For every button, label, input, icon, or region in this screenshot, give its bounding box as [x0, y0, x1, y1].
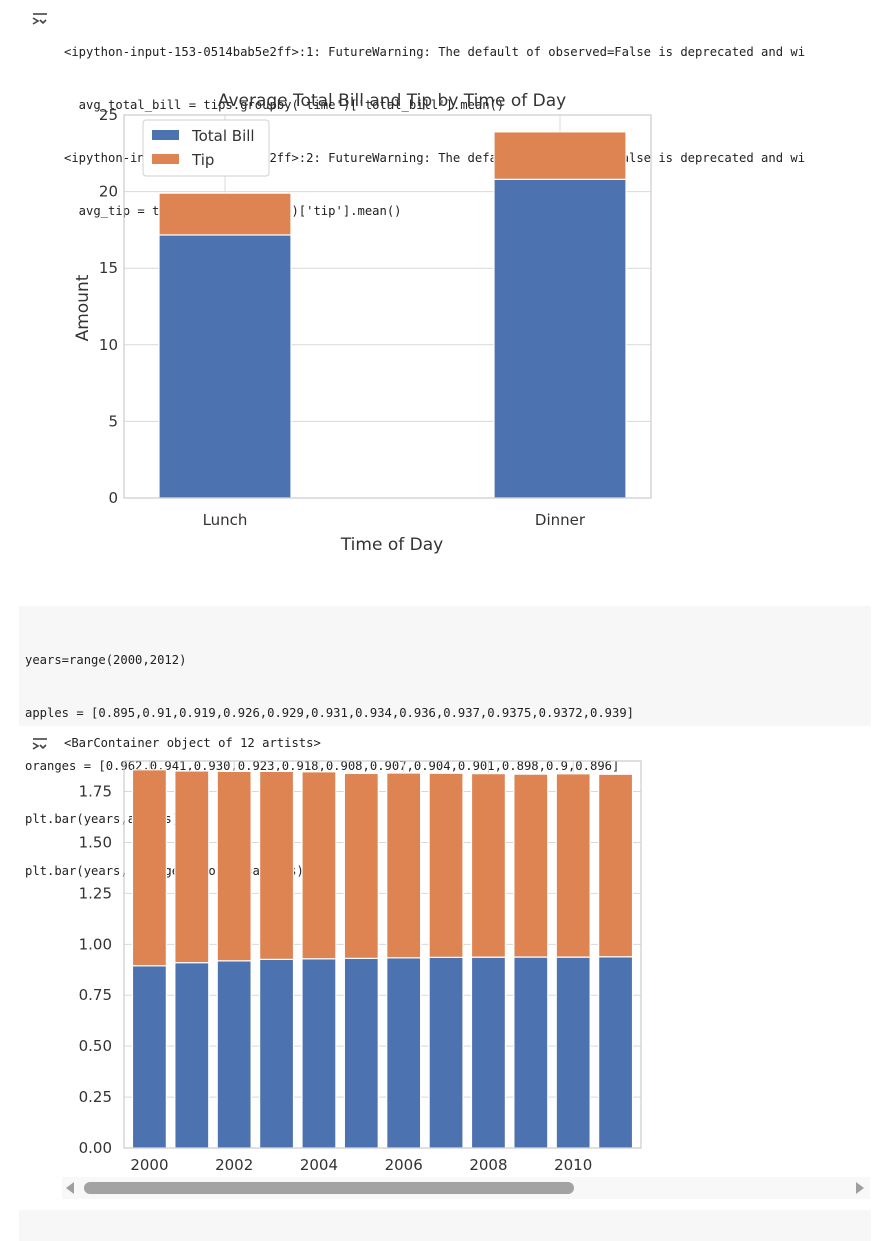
x-tick-label: 2004 [300, 1156, 338, 1174]
bar-segment [259, 770, 295, 960]
bar-segment [493, 131, 627, 180]
scroll-left-arrow-icon[interactable] [66, 1182, 74, 1194]
y-tick-label: 20 [99, 183, 118, 201]
legend-label-total-bill: Total Bill [191, 127, 255, 145]
x-tick-label: Dinner [535, 511, 586, 529]
scroll-right-arrow-icon[interactable] [856, 1182, 864, 1194]
bar-segment [174, 962, 210, 1149]
bar-segment [386, 957, 422, 1149]
bar-segment [158, 234, 292, 499]
bar-segment [259, 958, 295, 1149]
output-repr: <BarContainer object of 12 artists> [64, 736, 321, 750]
chart2-x-ticks: 2000 2002 2004 2006 2008 2010 [130, 1156, 592, 1174]
bar-segment [216, 960, 252, 1149]
chart1-frame [123, 114, 652, 499]
bar-segment [598, 956, 634, 1149]
y-tick-label: 0.50 [79, 1037, 112, 1055]
chart1-xlabel: Time of Day [340, 535, 443, 555]
bar-segment [428, 772, 464, 958]
y-tick-label: 0 [108, 489, 118, 507]
x-tick-label: 2010 [554, 1156, 592, 1174]
bar-segment [386, 772, 422, 959]
x-tick-label: Lunch [203, 511, 248, 529]
bar-segment [174, 770, 210, 964]
chart2-bars [131, 769, 634, 1149]
bar-segment [428, 956, 464, 1149]
warning-line: avg_total_bill = tips.groupby('time')['t… [64, 97, 505, 112]
y-tick-label: 10 [99, 336, 118, 354]
legend-label-tip: Tip [191, 151, 214, 169]
bar-segment [513, 773, 549, 958]
code-line: oranges = [0.962,0.941,0.930,0.923,0.918… [25, 758, 620, 773]
output-expand-icon[interactable] [30, 735, 50, 753]
bar-segment [343, 772, 379, 959]
bar-segment [493, 178, 627, 499]
chart1-title: Average Total Bill and Tip by Time of Da… [218, 91, 566, 111]
code-cell[interactable]: years=range(2000,2012) apples = [0.895,0… [19, 606, 871, 878]
y-tick-label: 0.25 [79, 1088, 112, 1106]
x-tick-label: 2008 [469, 1156, 507, 1174]
bar-segment [216, 770, 252, 962]
y-tick-label: 1.25 [79, 884, 112, 902]
bar-segment [301, 771, 337, 960]
chart1-y-ticks: 0 5 10 15 20 25 [99, 106, 118, 507]
legend-swatch-total-bill [152, 130, 179, 140]
bar-segment [131, 965, 167, 1149]
bar-segment [301, 958, 337, 1149]
chart-stacked-years: 0.000.250.500.751.001.251.501.75 2000 200… [79, 760, 642, 1174]
x-tick-label: 2000 [130, 1156, 168, 1174]
chart1-legend: Total Bill Tip [142, 119, 270, 177]
warning-line: <ipython-input-153-0514bab5e2ff>:1: Futu… [64, 45, 806, 60]
y-tick-label: 1.50 [79, 833, 112, 851]
bar-segment [598, 773, 634, 958]
chart-time-of-day: 0 5 10 15 20 25 Lunch Dinner Average Total Bil… [73, 91, 652, 555]
y-tick-label: 1.00 [79, 935, 112, 953]
y-tick-label: 1.75 [79, 783, 112, 801]
bar-segment [513, 956, 549, 1149]
legend-swatch-tip [152, 154, 179, 164]
chart2-frame [123, 760, 642, 1149]
y-tick-label: 0.00 [79, 1139, 112, 1157]
scrollbar-thumb[interactable] [84, 1182, 574, 1194]
code-line: apples = [0.895,0.91,0.919,0.926,0.929,0… [25, 705, 635, 720]
y-tick-label: 25 [99, 106, 118, 124]
empty-code-cell[interactable] [19, 1210, 871, 1241]
chart1-bars [158, 131, 627, 499]
chart1-x-ticks: Lunch Dinner [203, 511, 586, 529]
chart2-y-ticks: 0.00 0.25 0.50 0.75 1.00 1.25 1.50 1.75 [79, 783, 112, 1157]
y-tick-label: 15 [99, 259, 118, 277]
code-line: years=range(2000,2012) [25, 653, 187, 668]
output-expand-icon[interactable] [30, 10, 50, 28]
bar-segment [555, 773, 591, 958]
y-tick-label: 0.75 [79, 986, 112, 1004]
bar-segment [470, 773, 506, 958]
bar-segment [158, 192, 292, 236]
output-horizontal-scrollbar[interactable] [62, 1177, 870, 1199]
bar-segment [470, 956, 506, 1149]
bar-segment [343, 957, 379, 1149]
bar-segment [131, 769, 167, 967]
code-editor[interactable]: years=range(2000,2012) apples = [0.895,0… [25, 617, 634, 916]
y-tick-label: 5 [108, 412, 118, 430]
x-tick-label: 2006 [385, 1156, 423, 1174]
x-tick-label: 2002 [215, 1156, 253, 1174]
chart1-ylabel: Amount [73, 274, 93, 341]
bar-segment [555, 956, 591, 1149]
